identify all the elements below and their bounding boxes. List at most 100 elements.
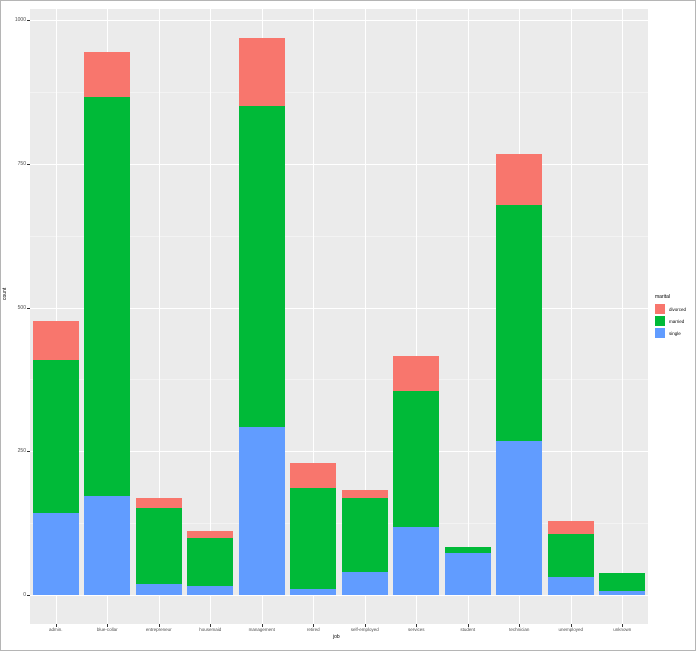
y-tick xyxy=(27,163,30,165)
legend-key-single xyxy=(655,328,665,338)
x-tick-label: unknown xyxy=(613,627,632,632)
bar-segment-married xyxy=(341,497,388,572)
bar-segment-divorced xyxy=(135,497,182,509)
y-tick xyxy=(27,307,30,309)
x-tick-label: unemployed xyxy=(558,627,584,632)
bar-segment-single xyxy=(84,496,131,595)
y-axis-title: count xyxy=(2,287,8,300)
bar-segment-married xyxy=(444,547,491,554)
y-tick xyxy=(27,595,30,596)
gridline-major xyxy=(30,307,648,309)
plot-panel xyxy=(30,9,648,624)
bar-segment-married xyxy=(84,97,131,497)
gridline-major xyxy=(30,20,648,21)
x-tick xyxy=(107,624,109,627)
y-tick-label: 500 xyxy=(17,304,26,311)
bar-segment-married xyxy=(496,205,543,441)
bar-segment-divorced xyxy=(496,153,543,206)
y-tick-label: 0 xyxy=(23,592,26,598)
x-tick xyxy=(519,624,521,627)
y-tick xyxy=(27,20,30,21)
gridline-vertical xyxy=(622,9,624,624)
x-tick xyxy=(570,624,572,627)
legend-label: divorced xyxy=(669,306,687,312)
x-tick xyxy=(210,624,212,627)
gridline-minor xyxy=(30,91,648,93)
legend-key-married xyxy=(655,316,665,326)
legend-key-divorced xyxy=(655,304,665,314)
bar-retired xyxy=(290,9,337,595)
x-tick-label: admin. xyxy=(48,627,63,632)
x-tick xyxy=(467,624,469,627)
gridline-vertical xyxy=(570,9,572,624)
bar-segment-married xyxy=(393,390,440,528)
bar-segment-single xyxy=(393,527,440,595)
legend-label: single xyxy=(669,330,681,336)
gridline-major xyxy=(30,451,648,453)
gridline-vertical xyxy=(158,9,160,624)
x-tick-label: self-employed xyxy=(350,627,379,632)
x-tick xyxy=(364,624,366,627)
gridline-vertical xyxy=(313,9,315,624)
bar-segment-married xyxy=(599,573,646,591)
bar-segment-married xyxy=(238,106,285,428)
bar-segment-divorced xyxy=(341,489,388,498)
legend-title: marital xyxy=(655,294,671,300)
bar-blue-collar xyxy=(84,9,131,595)
x-tick xyxy=(261,624,263,627)
x-tick-label: retired xyxy=(306,627,320,632)
y-tick-label: 750 xyxy=(17,160,26,167)
bar-segment-divorced xyxy=(32,320,79,360)
bar-segment-married xyxy=(187,538,234,586)
x-tick-label: management xyxy=(248,627,275,632)
x-tick-label: entrepreneur xyxy=(145,627,172,632)
x-tick xyxy=(158,624,160,627)
x-tick-label: student xyxy=(460,627,476,632)
bar-segment-married xyxy=(547,534,594,578)
bar-segment-single xyxy=(341,572,388,595)
bar-segment-married xyxy=(135,508,182,585)
bar-segment-divorced xyxy=(84,52,131,98)
bar-segment-single xyxy=(290,589,337,595)
bar-segment-divorced xyxy=(393,355,440,391)
bar-segment-divorced xyxy=(290,462,337,489)
x-tick-label: housemaid xyxy=(199,627,222,632)
bar-segment-single xyxy=(32,512,79,595)
gridline-vertical xyxy=(364,9,366,624)
gridline-major xyxy=(30,163,648,165)
bar-segment-married xyxy=(290,488,337,590)
gridline-minor xyxy=(30,523,648,525)
bar-segment-single xyxy=(599,590,646,595)
gridline-minor xyxy=(30,379,648,381)
bar-segment-married xyxy=(32,359,79,513)
x-tick xyxy=(313,624,315,627)
y-tick-label: 250 xyxy=(17,448,26,455)
bar-segment-divorced xyxy=(238,37,285,107)
bar-entrepreneur xyxy=(135,9,182,595)
bar-segment-single xyxy=(444,553,491,595)
gridline-vertical xyxy=(210,9,212,624)
gridline-minor xyxy=(30,235,648,237)
bar-self-employed xyxy=(341,9,388,595)
bar-unemployed xyxy=(547,9,594,595)
gridline-vertical xyxy=(467,9,469,624)
bar-student xyxy=(444,9,491,595)
bar-management xyxy=(238,9,285,595)
x-tick-label: services xyxy=(407,627,425,632)
bar-unknown xyxy=(599,9,646,595)
bar-admin xyxy=(32,9,79,595)
x-tick-label: technician xyxy=(509,627,530,632)
bar-segment-single xyxy=(496,440,543,595)
legend-item-divorced: divorced xyxy=(655,303,686,315)
legend: marital divorced married single xyxy=(655,294,686,339)
legend-item-single: single xyxy=(655,327,686,339)
bar-segment-single xyxy=(547,577,594,595)
legend-label: married xyxy=(669,318,685,324)
bar-segment-single xyxy=(238,427,285,595)
bar-segment-divorced xyxy=(187,531,234,539)
bar-technician xyxy=(496,9,543,595)
y-tick xyxy=(27,451,30,453)
gridline-vertical xyxy=(416,9,418,624)
x-tick-label: blue-collar xyxy=(96,627,118,632)
gridline-vertical xyxy=(55,9,57,624)
